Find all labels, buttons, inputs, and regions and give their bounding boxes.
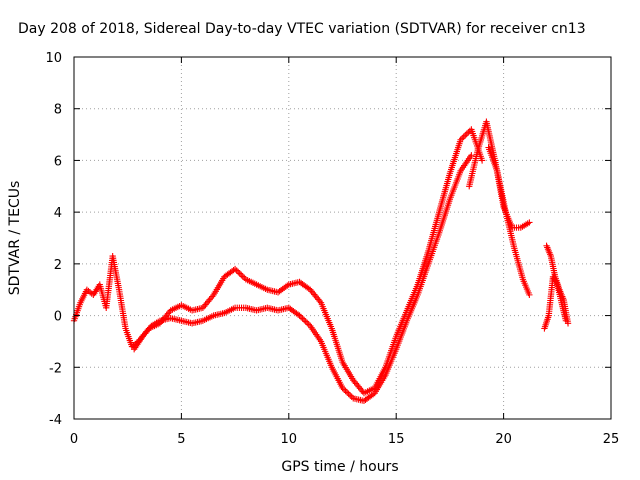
x-tick-label: 5 <box>177 432 185 447</box>
plus-marker <box>526 291 533 299</box>
axis-ticks: 0 5 10 15 20 25 -4 -2 0 2 4 6 8 10 <box>45 51 619 447</box>
y-tick-label: 2 <box>54 258 62 273</box>
y-tick-label: 0 <box>54 310 62 325</box>
x-tick-label: 10 <box>281 432 298 447</box>
plot-frame <box>73 56 612 420</box>
plus-marker <box>468 152 475 159</box>
y-axis-label: SDTVAR / TECUs <box>7 181 23 296</box>
plus-marker <box>564 320 572 327</box>
y-tick-label: -2 <box>49 361 62 376</box>
plus-marker <box>478 157 486 164</box>
x-tick-label: 20 <box>495 432 512 447</box>
chart-title: Day 208 of 2018, Sidereal Day-to-day VTE… <box>18 21 586 37</box>
y-tick-label: 10 <box>45 51 62 66</box>
grid <box>74 57 611 419</box>
y-tick-label: 6 <box>54 154 62 169</box>
x-axis-label: GPS time / hours <box>281 459 398 475</box>
y-tick-label: 4 <box>54 206 62 221</box>
data-marks <box>70 118 572 405</box>
series-2 <box>130 152 475 405</box>
plus-marker <box>526 219 533 226</box>
y-tick-label: 8 <box>54 103 62 118</box>
x-tick-label: 15 <box>388 432 405 447</box>
series-6 <box>543 242 572 327</box>
y-tick-label: -4 <box>49 413 62 428</box>
series-4 <box>485 144 533 299</box>
x-tick-label: 0 <box>70 432 78 447</box>
x-tick-label: 25 <box>603 432 620 447</box>
